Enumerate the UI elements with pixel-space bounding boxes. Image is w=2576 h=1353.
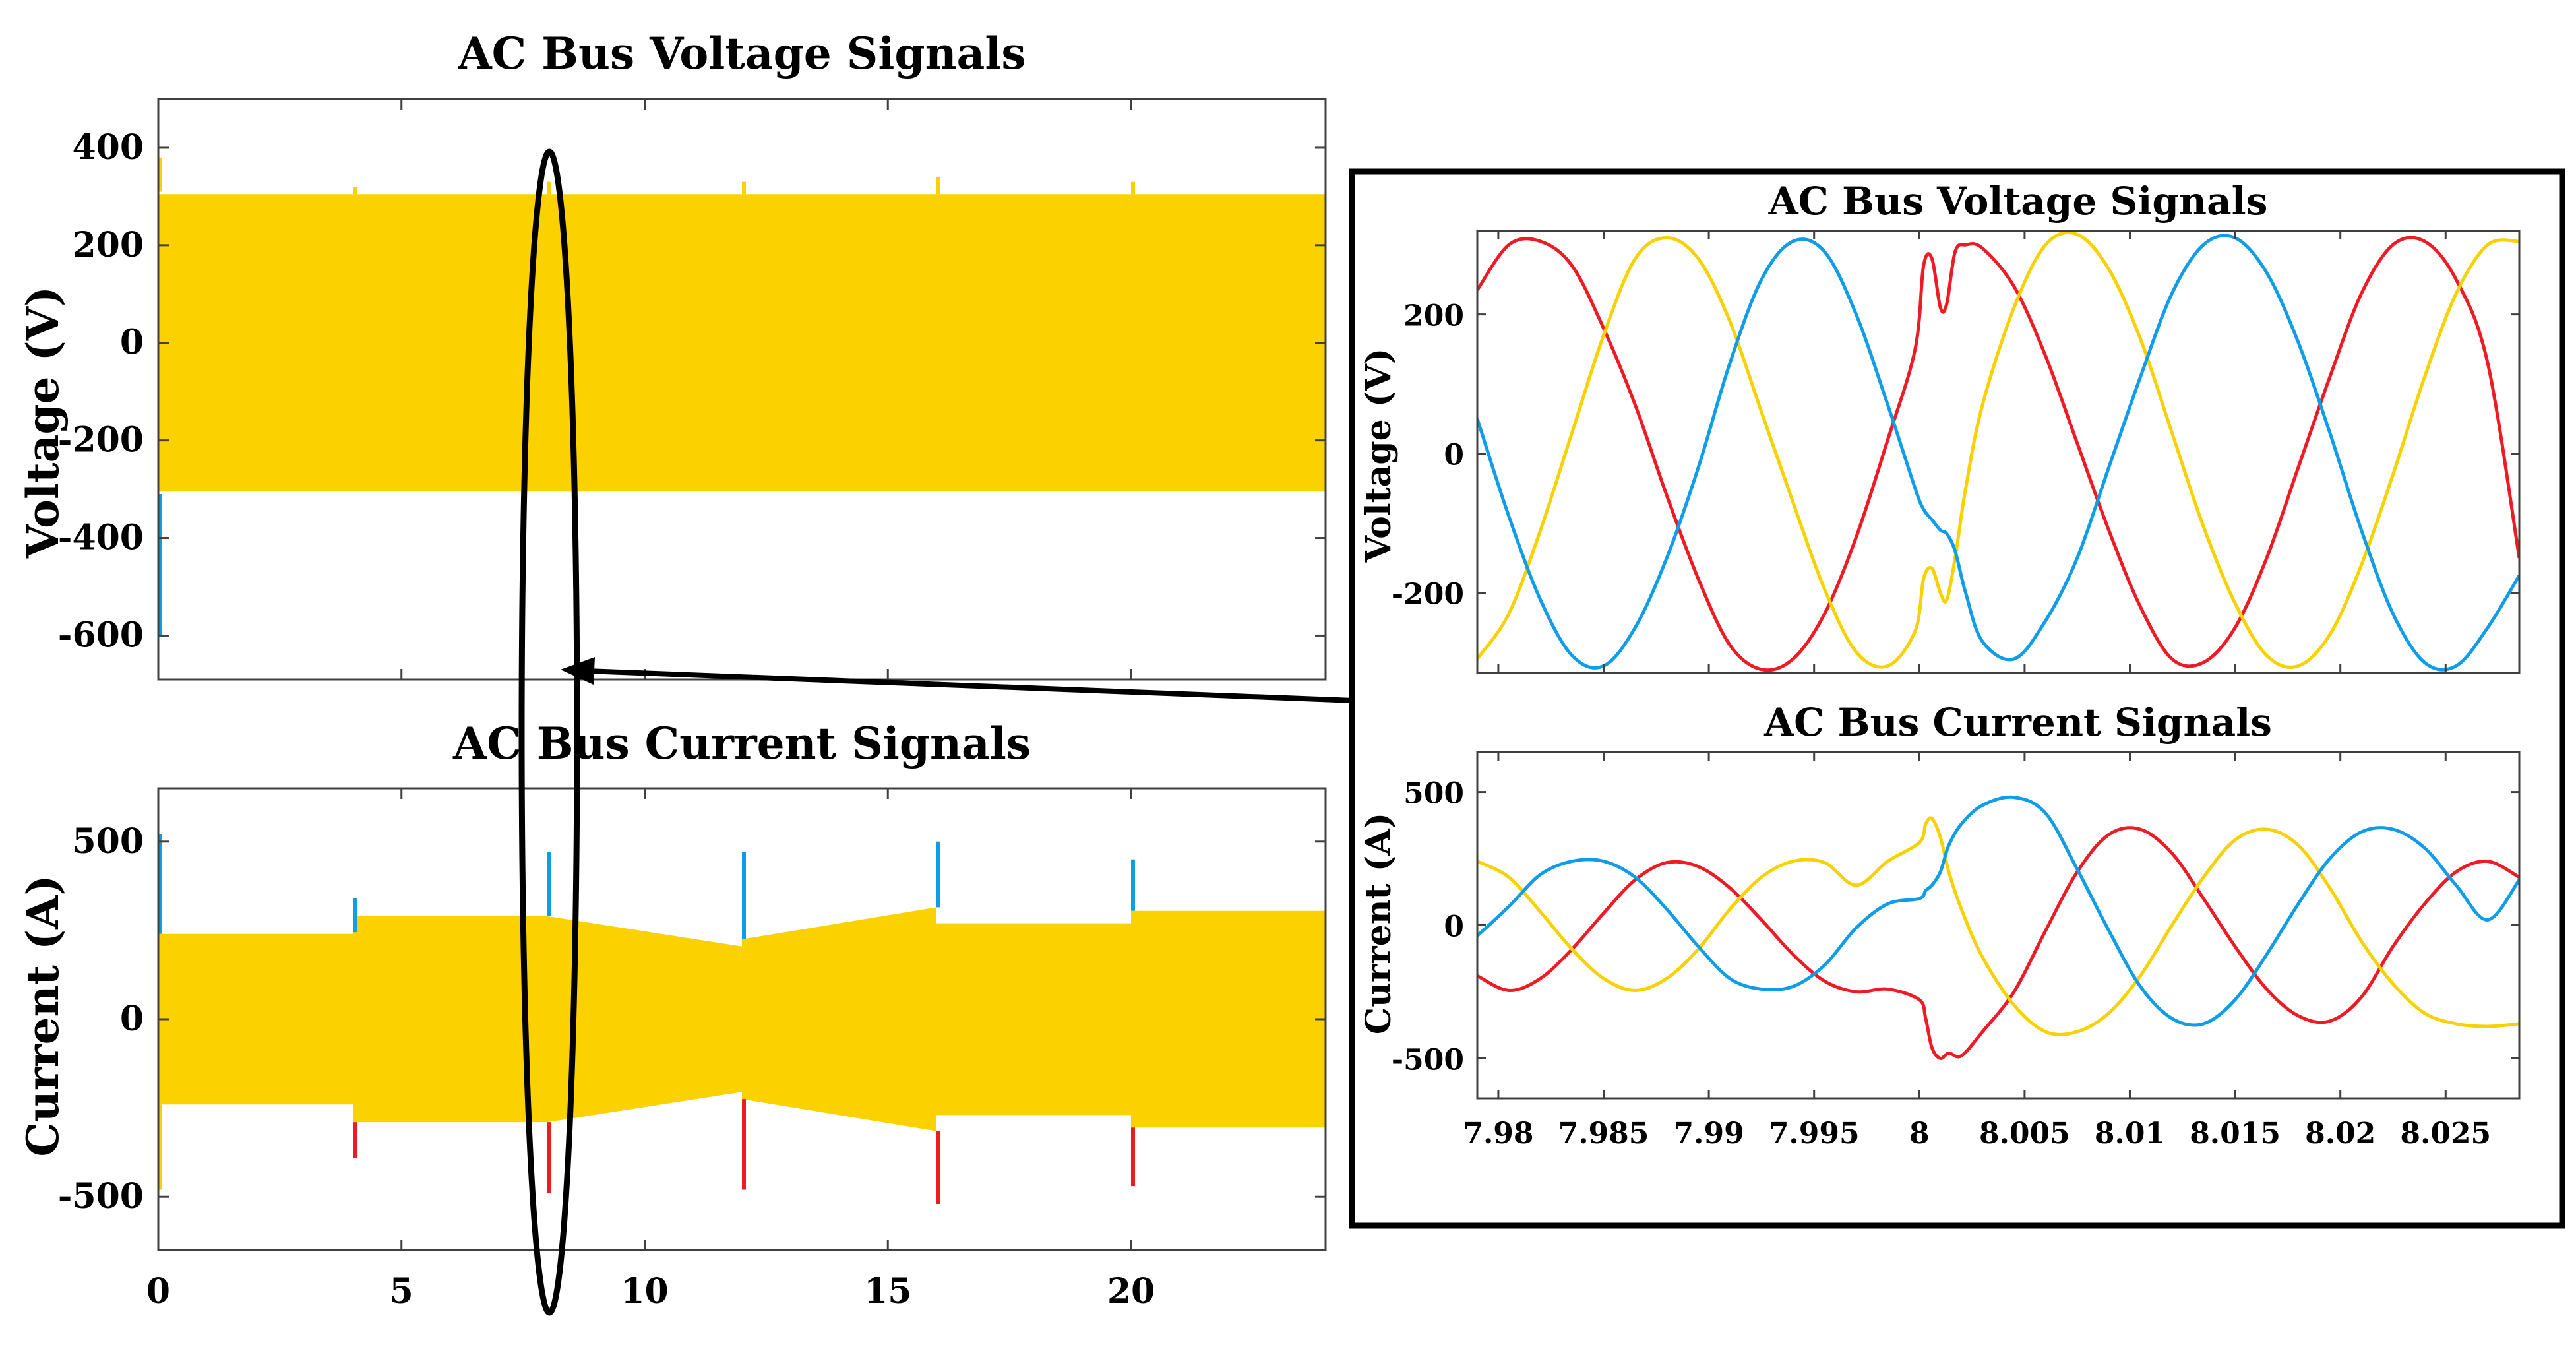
signal-envelope — [158, 194, 1326, 492]
zoom-current-ylabel: Current (A) — [1359, 813, 1399, 1035]
x-tick-label: 0 — [146, 1271, 170, 1311]
y-tick-label: 500 — [72, 821, 144, 862]
zoom-voltage-title: AC Bus Voltage Signals — [1768, 179, 2268, 224]
series-phase-a — [1477, 236, 2519, 672]
x-tick-label: 8.005 — [1979, 1117, 2070, 1150]
y-tick-label: -500 — [1392, 1043, 1464, 1077]
overview-current-title: AC Bus Current Signals — [452, 718, 1031, 769]
x-tick-label: 5 — [390, 1271, 414, 1311]
y-tick-label: 400 — [72, 127, 144, 168]
series-phase-b — [1477, 816, 2519, 1036]
series-phase-c — [1477, 234, 2519, 672]
y-tick-label: 0 — [1444, 439, 1464, 472]
zoom-region-ellipse — [518, 148, 580, 1316]
x-tick-label: 8.025 — [2400, 1117, 2491, 1150]
overview-voltage-title: AC Bus Voltage Signals — [457, 28, 1026, 79]
x-tick-label: 7.985 — [1558, 1117, 1649, 1150]
y-tick-label: 200 — [1403, 299, 1464, 333]
y-tick-label: -200 — [1392, 578, 1464, 612]
overview-current-ylabel: Current (A) — [17, 875, 69, 1156]
zoom-inset-frame — [1349, 168, 2565, 1229]
x-tick-label: 7.98 — [1463, 1117, 1533, 1150]
x-tick-label: 7.99 — [1674, 1117, 1744, 1150]
overview-current-chart: AC Bus Current Signals Current (A) 500 0 -… — [17, 718, 1327, 1311]
zoom-voltage-axes — [1476, 230, 2521, 674]
series-phase-b — [1477, 231, 2519, 669]
x-tick-label: 8 — [1909, 1117, 1930, 1150]
y-tick-label: -400 — [58, 518, 144, 558]
y-tick-label: -600 — [58, 615, 144, 655]
x-tick-label: 8.02 — [2305, 1117, 2376, 1150]
zoom-voltage-ylabel: Voltage (V) — [1359, 348, 1399, 563]
y-tick-label: 0 — [1444, 910, 1464, 944]
y-tick-label: -200 — [58, 420, 144, 460]
y-tick-label: 0 — [120, 999, 144, 1039]
zoom-pointer-arrow — [561, 657, 1354, 703]
y-tick-label: 500 — [1403, 777, 1464, 811]
x-tick-label: 15 — [864, 1271, 911, 1311]
series-phase-c — [1477, 795, 2519, 1027]
x-tick-label: 8.015 — [2190, 1117, 2281, 1150]
y-tick-label: 200 — [72, 225, 144, 265]
x-tick-label: 10 — [621, 1271, 668, 1311]
x-tick-label: 7.995 — [1769, 1117, 1860, 1150]
zoom-current-axes — [1476, 751, 2521, 1100]
x-tick-label: 8.01 — [2095, 1117, 2165, 1150]
overview-voltage-ylabel: Voltage (V) — [17, 286, 69, 559]
y-tick-label: -500 — [58, 1176, 144, 1216]
zoom-current-chart: AC Bus Current Signals Current (A) 500 0 -… — [1359, 700, 2521, 1150]
x-tick-label: 20 — [1107, 1271, 1155, 1311]
overview-voltage-chart: AC Bus Voltage Signals Voltage (V) 400 20… — [17, 28, 1327, 681]
series-phase-a — [1477, 826, 2519, 1060]
zoom-voltage-chart: AC Bus Voltage Signals Voltage (V) 200 0 -… — [1359, 179, 2521, 674]
zoom-current-title: AC Bus Current Signals — [1763, 700, 2272, 745]
y-tick-label: 0 — [120, 323, 144, 363]
signal-envelope — [158, 907, 1326, 1131]
